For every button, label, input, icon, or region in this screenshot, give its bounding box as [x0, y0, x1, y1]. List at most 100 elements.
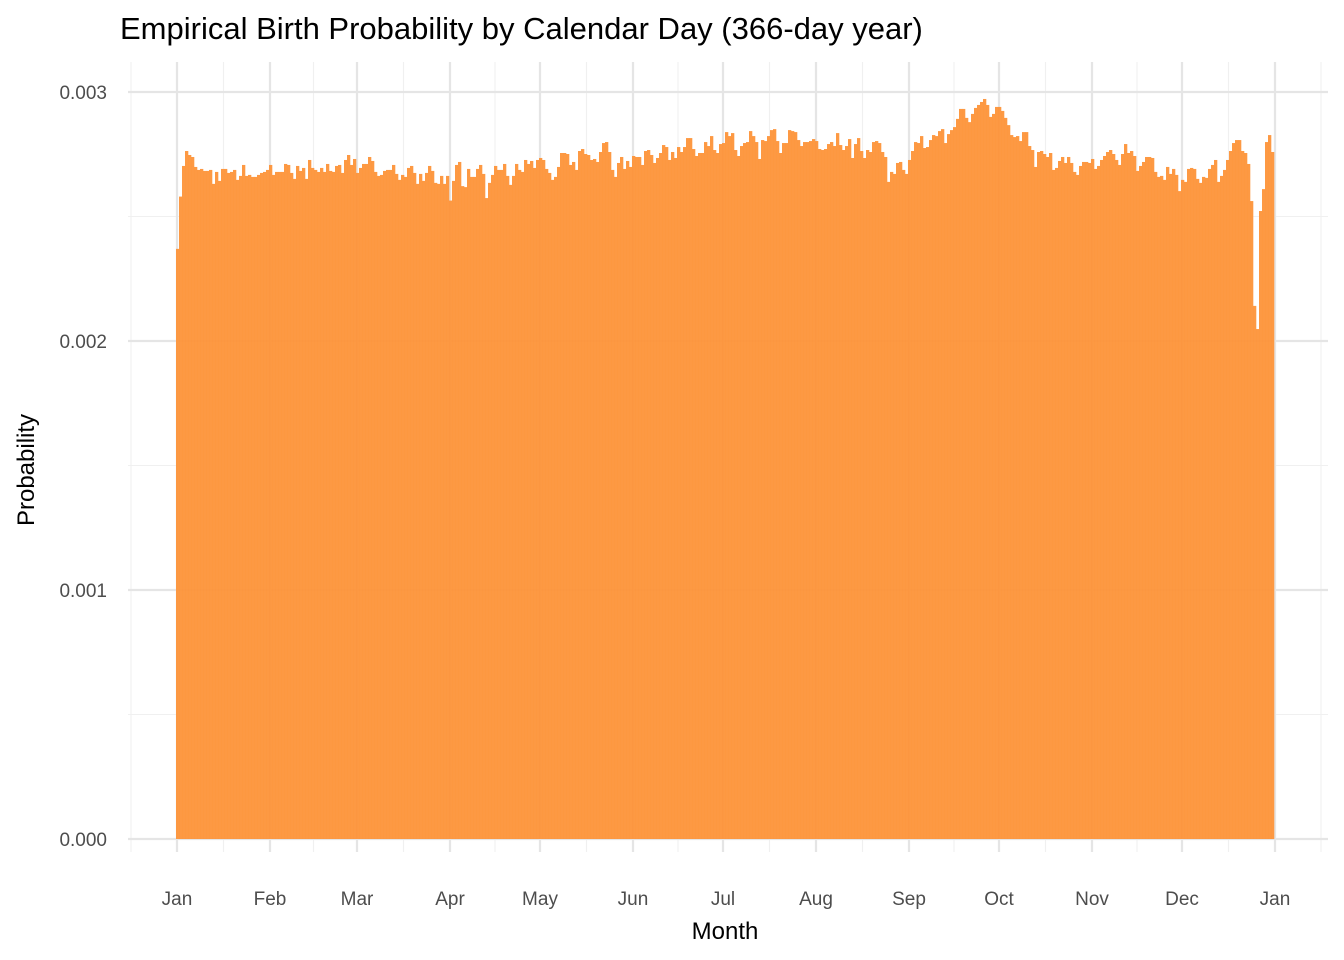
bar — [179, 196, 183, 839]
bar — [1175, 174, 1179, 840]
bar — [818, 149, 822, 839]
y-tick-label: 0.001 — [59, 581, 107, 602]
bar — [275, 171, 279, 839]
bar — [320, 167, 324, 839]
bar — [1196, 178, 1200, 839]
bar — [212, 183, 216, 840]
bar — [326, 163, 330, 839]
bar — [1262, 189, 1266, 840]
bar — [1097, 165, 1101, 839]
bar — [404, 176, 408, 839]
bar — [935, 136, 939, 839]
bar — [1184, 181, 1188, 839]
bar — [989, 116, 993, 839]
bar — [221, 168, 225, 840]
chart-title: Empirical Birth Probability by Calendar … — [120, 11, 923, 46]
bar — [863, 157, 867, 840]
bar — [1055, 167, 1059, 839]
bar — [920, 136, 924, 839]
bar — [176, 248, 180, 839]
bar — [257, 174, 261, 840]
bar — [755, 142, 759, 839]
y-tick-label: 0.000 — [59, 830, 107, 851]
bar — [593, 158, 597, 839]
bar — [620, 156, 624, 839]
bar — [740, 146, 744, 839]
bar — [641, 164, 645, 839]
bar — [449, 200, 453, 840]
bar — [494, 165, 498, 839]
bar — [1040, 151, 1044, 839]
bar — [338, 164, 342, 839]
bar — [947, 134, 951, 839]
bar — [365, 163, 369, 839]
bar — [845, 146, 849, 839]
bar — [527, 163, 531, 839]
bar — [854, 144, 858, 839]
bar — [716, 153, 720, 839]
x-tick-label: Sep — [892, 889, 926, 910]
bar — [203, 170, 207, 840]
bar — [614, 176, 618, 839]
bar — [782, 143, 786, 840]
bar — [998, 106, 1002, 839]
bar — [332, 171, 336, 839]
bar — [308, 159, 312, 840]
bar — [890, 171, 894, 839]
bar — [950, 130, 954, 840]
bars — [176, 98, 1275, 840]
bar — [1232, 143, 1236, 840]
bar — [1145, 156, 1149, 839]
bar — [1004, 117, 1008, 839]
bar — [1067, 156, 1071, 839]
bar — [1169, 173, 1173, 839]
bar — [1031, 150, 1035, 840]
bar — [1085, 161, 1089, 839]
x-tick-label: Oct — [984, 889, 1014, 910]
bar — [869, 152, 873, 839]
bar — [518, 169, 522, 839]
bar — [1136, 170, 1140, 840]
bar — [689, 138, 693, 839]
bar — [266, 169, 270, 839]
bar — [1208, 168, 1212, 840]
bar — [488, 182, 492, 839]
bar — [662, 145, 666, 840]
bar — [278, 171, 282, 839]
bar — [827, 144, 831, 839]
bar — [476, 168, 480, 840]
bar — [1268, 135, 1272, 839]
bar — [293, 178, 297, 839]
bar — [359, 167, 363, 839]
bar — [452, 180, 456, 839]
bar — [1187, 168, 1191, 840]
bar — [374, 171, 378, 839]
bar — [899, 161, 903, 839]
bar — [1256, 329, 1260, 839]
bar — [317, 171, 321, 839]
bar — [1049, 153, 1053, 839]
bar — [656, 157, 660, 840]
bar — [605, 142, 609, 839]
bar — [575, 169, 579, 839]
bar — [416, 183, 420, 840]
bar — [254, 176, 258, 839]
bar — [1223, 169, 1227, 839]
bar — [629, 166, 633, 840]
bar — [668, 159, 672, 840]
x-tick-label: Apr — [435, 889, 465, 910]
bar — [491, 174, 495, 840]
x-tick-label: Nov — [1075, 889, 1109, 910]
x-tick-label: Jan — [162, 889, 193, 910]
bar — [1052, 169, 1056, 839]
bar — [1064, 162, 1068, 840]
bar — [1151, 157, 1155, 840]
bar — [269, 164, 273, 839]
bar — [506, 175, 510, 840]
bar — [1133, 155, 1137, 840]
bar — [1172, 168, 1176, 840]
bar — [566, 154, 570, 840]
bar — [1139, 165, 1143, 839]
bar — [824, 149, 828, 839]
bar — [200, 168, 204, 840]
